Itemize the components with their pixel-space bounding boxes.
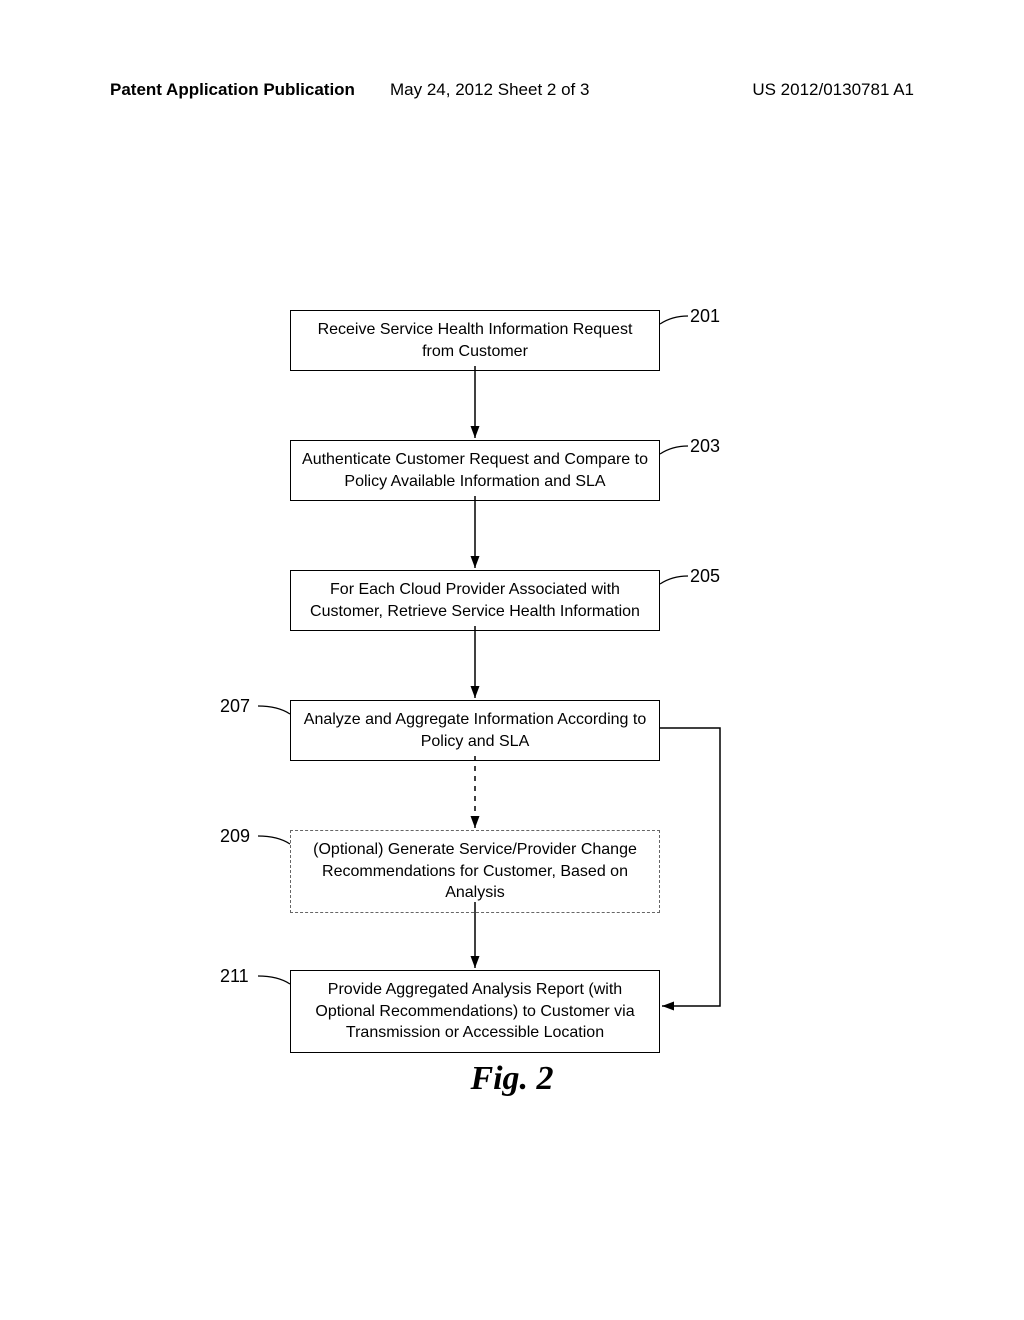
flow-ref-205: 205 [690, 566, 720, 587]
flow-ref-209: 209 [220, 826, 250, 847]
flow-node-201: Receive Service Health Information Reque… [290, 310, 660, 371]
flowchart-arrows [0, 0, 1024, 1320]
flow-node-205: For Each Cloud Provider Associated with … [290, 570, 660, 631]
flow-ref-203: 203 [690, 436, 720, 457]
flow-node-203: Authenticate Customer Request and Compar… [290, 440, 660, 501]
figure-caption: Fig. 2 [0, 1060, 1024, 1098]
flow-node-207: Analyze and Aggregate Information Accord… [290, 700, 660, 761]
header-left: Patent Application Publication [110, 80, 355, 100]
flow-ref-207: 207 [220, 696, 250, 717]
flow-node-211: Provide Aggregated Analysis Report (with… [290, 970, 660, 1053]
page-header: Patent Application Publication May 24, 2… [110, 80, 914, 100]
flow-node-209: (Optional) Generate Service/Provider Cha… [290, 830, 660, 913]
flow-ref-211: 211 [220, 966, 249, 987]
flow-ref-201: 201 [690, 306, 720, 327]
header-mid: May 24, 2012 Sheet 2 of 3 [390, 80, 589, 100]
header-right: US 2012/0130781 A1 [752, 80, 914, 100]
